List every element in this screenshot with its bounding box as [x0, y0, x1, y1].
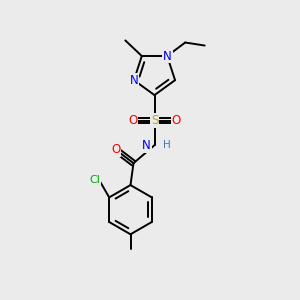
Text: S: S: [151, 114, 158, 127]
Text: H: H: [164, 140, 171, 150]
Text: N: N: [163, 50, 172, 62]
Text: O: O: [111, 142, 120, 156]
Text: O: O: [128, 114, 137, 127]
Text: Cl: Cl: [89, 175, 100, 185]
Text: O: O: [172, 114, 181, 127]
Text: N: N: [142, 139, 151, 152]
Text: N: N: [130, 74, 138, 87]
